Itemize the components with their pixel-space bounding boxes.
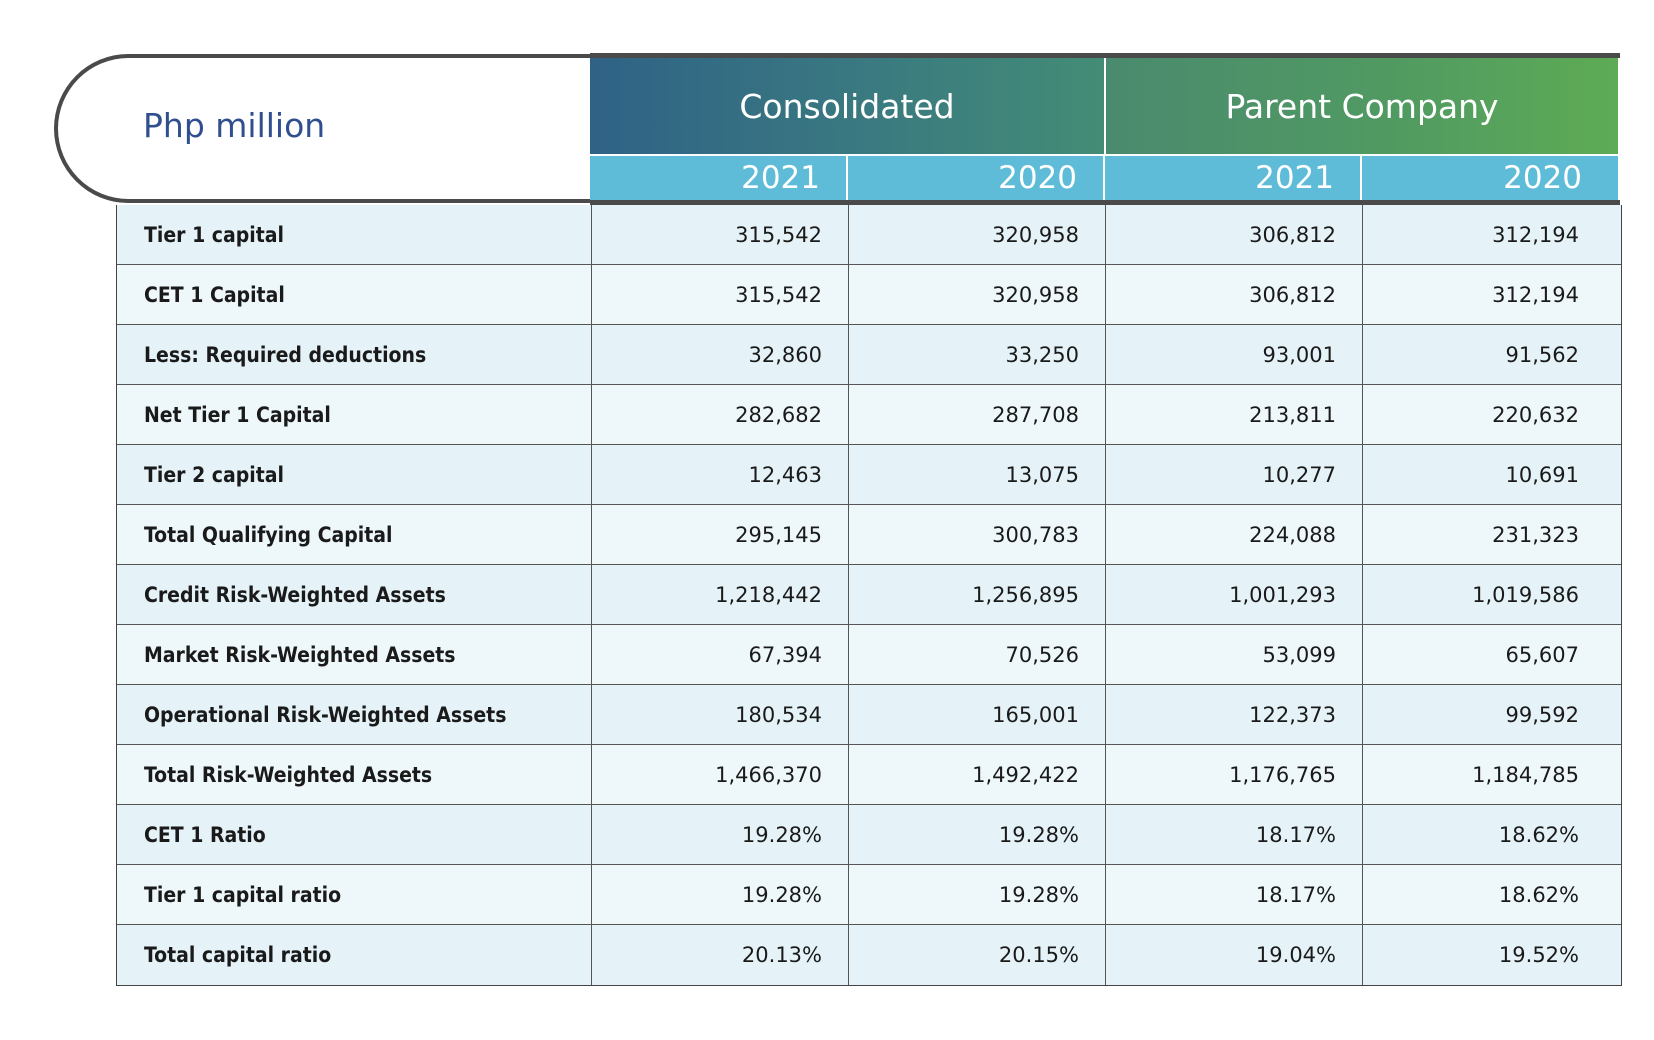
- value-cell: 19.28%: [848, 865, 1105, 924]
- row-label: Less: Required deductions: [144, 342, 427, 367]
- row-label: Tier 1 capital ratio: [144, 882, 342, 907]
- value-cell: 91,562: [1362, 325, 1619, 384]
- value-cell: 70,526: [848, 625, 1105, 684]
- table-row: Tier 1 capital ratio 19.28% 19.28% 18.17% 18…: [117, 865, 1621, 925]
- row-label: Tier 1 capital: [144, 222, 284, 247]
- table-row: Operational Risk-Weighted Assets 180,534 1…: [117, 685, 1621, 745]
- table-row: Tier 1 capital 315,542 320,958 306,812 312,1…: [117, 205, 1621, 265]
- table-row: Less: Required deductions 32,860 33,250 93,…: [117, 325, 1621, 385]
- value-cell: 18.62%: [1362, 865, 1619, 924]
- year-header-parent-2020: 2020: [1360, 156, 1618, 200]
- value-cell: 315,542: [591, 205, 848, 264]
- consolidated-header: Consolidated: [590, 58, 1104, 154]
- value-cell: 1,019,586: [1362, 565, 1619, 624]
- value-cell: 165,001: [848, 685, 1105, 744]
- row-label: CET 1 Capital: [144, 282, 285, 307]
- table-row: Total capital ratio 20.13% 20.15% 19.04% 19.…: [117, 925, 1621, 985]
- value-cell: 18.62%: [1362, 805, 1619, 864]
- value-cell: 1,176,765: [1105, 745, 1362, 804]
- year-header-parent-2021: 2021: [1103, 156, 1360, 200]
- value-cell: 18.17%: [1105, 865, 1362, 924]
- year-header-consolidated-2021: 2021: [590, 156, 846, 200]
- table-row: Tier 2 capital 12,463 13,075 10,277 10,691: [117, 445, 1621, 505]
- value-cell: 12,463: [591, 445, 848, 504]
- row-label: Credit Risk-Weighted Assets: [144, 582, 446, 607]
- value-cell: 1,492,422: [848, 745, 1105, 804]
- parent-company-header: Parent Company: [1106, 58, 1618, 154]
- value-cell: 295,145: [591, 505, 848, 564]
- table-row: CET 1 Capital 315,542 320,958 306,812 312,19…: [117, 265, 1621, 325]
- row-label: Total capital ratio: [144, 943, 332, 967]
- value-cell: 19.04%: [1105, 925, 1362, 985]
- value-cell: 10,691: [1362, 445, 1619, 504]
- value-cell: 20.15%: [848, 925, 1105, 985]
- value-cell: 65,607: [1362, 625, 1619, 684]
- row-label: Net Tier 1 Capital: [144, 402, 331, 427]
- value-cell: 220,632: [1362, 385, 1619, 444]
- value-cell: 282,682: [591, 385, 848, 444]
- value-cell: 306,812: [1105, 265, 1362, 324]
- value-cell: 1,184,785: [1362, 745, 1619, 804]
- value-cell: 231,323: [1362, 505, 1619, 564]
- value-cell: 19.28%: [591, 865, 848, 924]
- value-cell: 320,958: [848, 265, 1105, 324]
- value-cell: 19.28%: [591, 805, 848, 864]
- value-cell: 315,542: [591, 265, 848, 324]
- value-cell: 213,811: [1105, 385, 1362, 444]
- table-row: Total Qualifying Capital 295,145 300,783 22…: [117, 505, 1621, 565]
- value-cell: 180,534: [591, 685, 848, 744]
- value-cell: 1,218,442: [591, 565, 848, 624]
- value-cell: 32,860: [591, 325, 848, 384]
- value-cell: 67,394: [591, 625, 848, 684]
- header-frame: [54, 54, 618, 203]
- table-row: Total Risk-Weighted Assets 1,466,370 1,492…: [117, 745, 1621, 805]
- value-cell: 53,099: [1105, 625, 1362, 684]
- table-row: CET 1 Ratio 19.28% 19.28% 18.17% 18.62%: [117, 805, 1621, 865]
- value-cell: 19.28%: [848, 805, 1105, 864]
- value-cell: 312,194: [1362, 205, 1619, 264]
- value-cell: 287,708: [848, 385, 1105, 444]
- value-cell: 99,592: [1362, 685, 1619, 744]
- value-cell: 320,958: [848, 205, 1105, 264]
- value-cell: 1,466,370: [591, 745, 848, 804]
- value-cell: 122,373: [1105, 685, 1362, 744]
- year-header-row: 2021 2020 2021 2020: [590, 156, 1618, 200]
- value-cell: 93,001: [1105, 325, 1362, 384]
- value-cell: 10,277: [1105, 445, 1362, 504]
- header-bottom-rule: [590, 200, 1620, 205]
- row-label: Tier 2 capital: [144, 462, 284, 487]
- capital-table: Tier 1 capital 315,542 320,958 306,812 312,1…: [116, 205, 1622, 986]
- unit-label: Php million: [143, 106, 326, 145]
- table-row: Net Tier 1 Capital 282,682 287,708 213,811 2…: [117, 385, 1621, 445]
- value-cell: 1,001,293: [1105, 565, 1362, 624]
- value-cell: 18.17%: [1105, 805, 1362, 864]
- row-label: Operational Risk-Weighted Assets: [144, 702, 507, 727]
- row-label: Market Risk-Weighted Assets: [144, 642, 456, 667]
- value-cell: 33,250: [848, 325, 1105, 384]
- value-cell: 13,075: [848, 445, 1105, 504]
- value-cell: 300,783: [848, 505, 1105, 564]
- row-label: CET 1 Ratio: [144, 822, 266, 847]
- value-cell: 20.13%: [591, 925, 848, 985]
- row-label: Total Risk-Weighted Assets: [144, 762, 433, 787]
- value-cell: 306,812: [1105, 205, 1362, 264]
- year-header-consolidated-2020: 2020: [846, 156, 1103, 200]
- table-row: Credit Risk-Weighted Assets 1,218,442 1,25…: [117, 565, 1621, 625]
- row-label: Total Qualifying Capital: [144, 522, 393, 547]
- value-cell: 1,256,895: [848, 565, 1105, 624]
- top-rule: [590, 53, 1620, 58]
- table-row: Market Risk-Weighted Assets 67,394 70,526 5…: [117, 625, 1621, 685]
- value-cell: 312,194: [1362, 265, 1619, 324]
- value-cell: 19.52%: [1362, 925, 1619, 985]
- value-cell: 224,088: [1105, 505, 1362, 564]
